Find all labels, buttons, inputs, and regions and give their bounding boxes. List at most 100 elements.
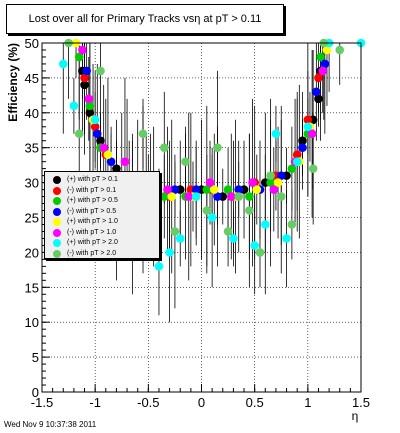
data-point bbox=[99, 143, 108, 152]
data-point bbox=[322, 45, 332, 55]
legend-marker bbox=[53, 218, 61, 226]
x-tick-label: -1.5 bbox=[31, 395, 53, 410]
y-tick-label: 50 bbox=[25, 36, 39, 51]
data-point bbox=[209, 185, 219, 194]
data-point bbox=[266, 171, 275, 180]
data-point bbox=[167, 192, 177, 201]
data-point bbox=[191, 192, 201, 201]
x-tick-label: 0.5 bbox=[246, 395, 264, 410]
x-tick-label: 1 bbox=[304, 395, 311, 410]
data-point bbox=[106, 157, 116, 166]
y-tick-label: 20 bbox=[25, 245, 39, 260]
data-point bbox=[82, 66, 91, 76]
data-point bbox=[78, 45, 87, 55]
data-point bbox=[245, 206, 254, 215]
data-point bbox=[202, 185, 212, 194]
legend-marker bbox=[53, 249, 61, 258]
chart-legend: (+) with pT > 0.1 (-) with pT > 0.1 (+) wi… bbox=[44, 171, 160, 259]
data-point bbox=[120, 157, 130, 166]
legend-label: (-) with pT > 0.5 bbox=[67, 207, 117, 215]
data-point bbox=[314, 94, 323, 104]
legend-label: (-) with pT > 0.1 bbox=[67, 186, 117, 194]
data-point bbox=[96, 66, 105, 76]
legend-marker bbox=[53, 186, 61, 195]
legend-marker bbox=[53, 207, 61, 216]
data-point bbox=[223, 185, 233, 194]
data-point bbox=[318, 66, 328, 76]
data-point bbox=[287, 164, 297, 173]
y-tick-label: 35 bbox=[25, 141, 39, 156]
data-point bbox=[213, 192, 222, 201]
data-point bbox=[303, 115, 313, 125]
x-tick-label: 1.5 bbox=[352, 395, 370, 410]
data-point bbox=[255, 248, 265, 257]
data-point bbox=[234, 192, 244, 201]
data-point bbox=[266, 178, 275, 187]
data-point bbox=[74, 52, 84, 62]
legend-label: (-) with pT > 2.0 bbox=[67, 249, 117, 257]
data-point bbox=[303, 122, 313, 132]
legend-entry: (-) with pT > 2.0 bbox=[49, 249, 159, 259]
data-point bbox=[261, 220, 270, 229]
data-point bbox=[58, 59, 68, 69]
data-point bbox=[112, 164, 121, 173]
data-point bbox=[69, 101, 79, 111]
legend-entry: (-) with pT > 0.5 bbox=[49, 207, 159, 217]
y-tick-label: 25 bbox=[25, 211, 39, 226]
legend-marker bbox=[53, 176, 61, 184]
x-axis-label: η bbox=[352, 409, 359, 423]
data-point bbox=[138, 129, 148, 139]
data-point bbox=[292, 150, 302, 159]
legend-label: (+) with pT > 1.0 bbox=[67, 218, 118, 225]
data-point bbox=[92, 129, 102, 139]
timestamp-footer: Wed Nov 9 10:37:38 2011 bbox=[4, 420, 97, 429]
x-tick-label: -1 bbox=[89, 395, 101, 410]
data-point bbox=[181, 157, 190, 166]
data-point bbox=[307, 129, 317, 139]
data-point bbox=[85, 101, 95, 111]
data-point bbox=[154, 262, 164, 271]
data-point bbox=[287, 220, 297, 229]
data-point bbox=[191, 185, 201, 194]
legend-label: (+) with pT > 0.1 bbox=[67, 176, 118, 183]
data-point bbox=[252, 185, 262, 194]
data-point bbox=[163, 185, 172, 194]
data-point bbox=[170, 185, 180, 194]
data-point bbox=[292, 157, 302, 166]
data-point bbox=[271, 129, 281, 139]
data-point bbox=[269, 185, 279, 194]
data-point bbox=[335, 45, 345, 55]
data-point bbox=[312, 87, 321, 97]
legend-entry: (-) with pT > 1.0 bbox=[49, 228, 159, 238]
y-tick-label: 15 bbox=[25, 280, 39, 295]
x-tick-label: 0 bbox=[198, 395, 205, 410]
data-point bbox=[320, 59, 330, 69]
y-tick-label: 30 bbox=[25, 176, 39, 191]
data-point bbox=[229, 234, 238, 243]
data-point bbox=[282, 234, 291, 243]
data-point bbox=[90, 122, 100, 132]
data-point bbox=[202, 206, 212, 215]
data-point bbox=[207, 213, 217, 222]
data-points bbox=[58, 38, 366, 271]
data-point bbox=[276, 171, 286, 180]
legend-entry: (+) with pT > 1.0 bbox=[49, 217, 159, 227]
data-point bbox=[175, 234, 185, 243]
data-point bbox=[80, 73, 89, 83]
legend-label: (-) with pT > 1.0 bbox=[67, 228, 117, 236]
data-point bbox=[314, 73, 323, 83]
data-point bbox=[248, 178, 257, 187]
legend-marker bbox=[53, 197, 61, 205]
data-point bbox=[96, 136, 105, 146]
y-tick-label: 5 bbox=[32, 350, 39, 365]
data-point bbox=[273, 178, 283, 187]
data-point bbox=[298, 143, 307, 152]
data-point bbox=[159, 192, 169, 201]
y-tick-label: 45 bbox=[25, 71, 39, 86]
chart-title: Lost over all for Primary Tracks vsη at … bbox=[28, 13, 262, 25]
data-point bbox=[165, 248, 174, 257]
data-point bbox=[223, 227, 233, 236]
axis-ticks: -1.5 -1 -0.5 0 0.5 1 1.5 0 5 10 15 20 25 30 35 40 45 50 bbox=[25, 36, 371, 410]
data-point bbox=[184, 192, 194, 201]
